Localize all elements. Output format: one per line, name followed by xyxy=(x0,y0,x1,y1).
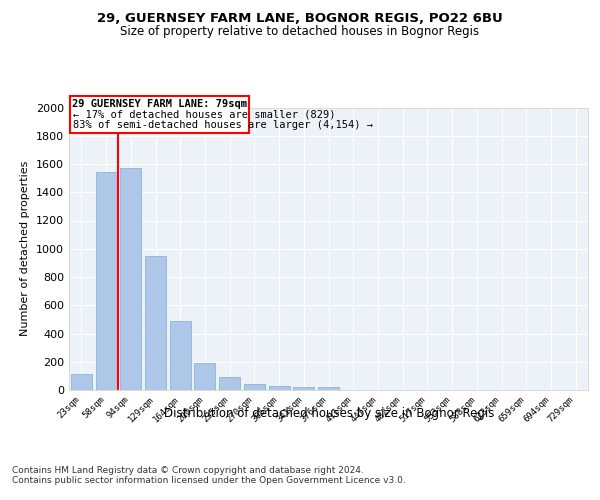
Text: 83% of semi-detached houses are larger (4,154) →: 83% of semi-detached houses are larger (… xyxy=(73,120,373,130)
Text: 29 GUERNSEY FARM LANE: 79sqm: 29 GUERNSEY FARM LANE: 79sqm xyxy=(73,98,247,108)
Bar xyxy=(170,321,191,390)
Text: Contains HM Land Registry data © Crown copyright and database right 2024.: Contains HM Land Registry data © Crown c… xyxy=(12,466,364,475)
Bar xyxy=(70,96,250,133)
Bar xyxy=(95,172,116,390)
Text: Distribution of detached houses by size in Bognor Regis: Distribution of detached houses by size … xyxy=(164,408,494,420)
Bar xyxy=(269,386,290,390)
Bar xyxy=(318,387,339,390)
Bar xyxy=(71,374,92,390)
Text: ← 17% of detached houses are smaller (829): ← 17% of detached houses are smaller (82… xyxy=(73,109,335,119)
Bar xyxy=(293,387,314,390)
Y-axis label: Number of detached properties: Number of detached properties xyxy=(20,161,31,336)
Text: 29, GUERNSEY FARM LANE, BOGNOR REGIS, PO22 6BU: 29, GUERNSEY FARM LANE, BOGNOR REGIS, PO… xyxy=(97,12,503,26)
Bar xyxy=(194,363,215,390)
Bar xyxy=(145,256,166,390)
Bar xyxy=(244,384,265,390)
Bar xyxy=(219,376,240,390)
Text: Contains public sector information licensed under the Open Government Licence v3: Contains public sector information licen… xyxy=(12,476,406,485)
Bar xyxy=(120,168,141,390)
Text: Size of property relative to detached houses in Bognor Regis: Size of property relative to detached ho… xyxy=(121,25,479,38)
